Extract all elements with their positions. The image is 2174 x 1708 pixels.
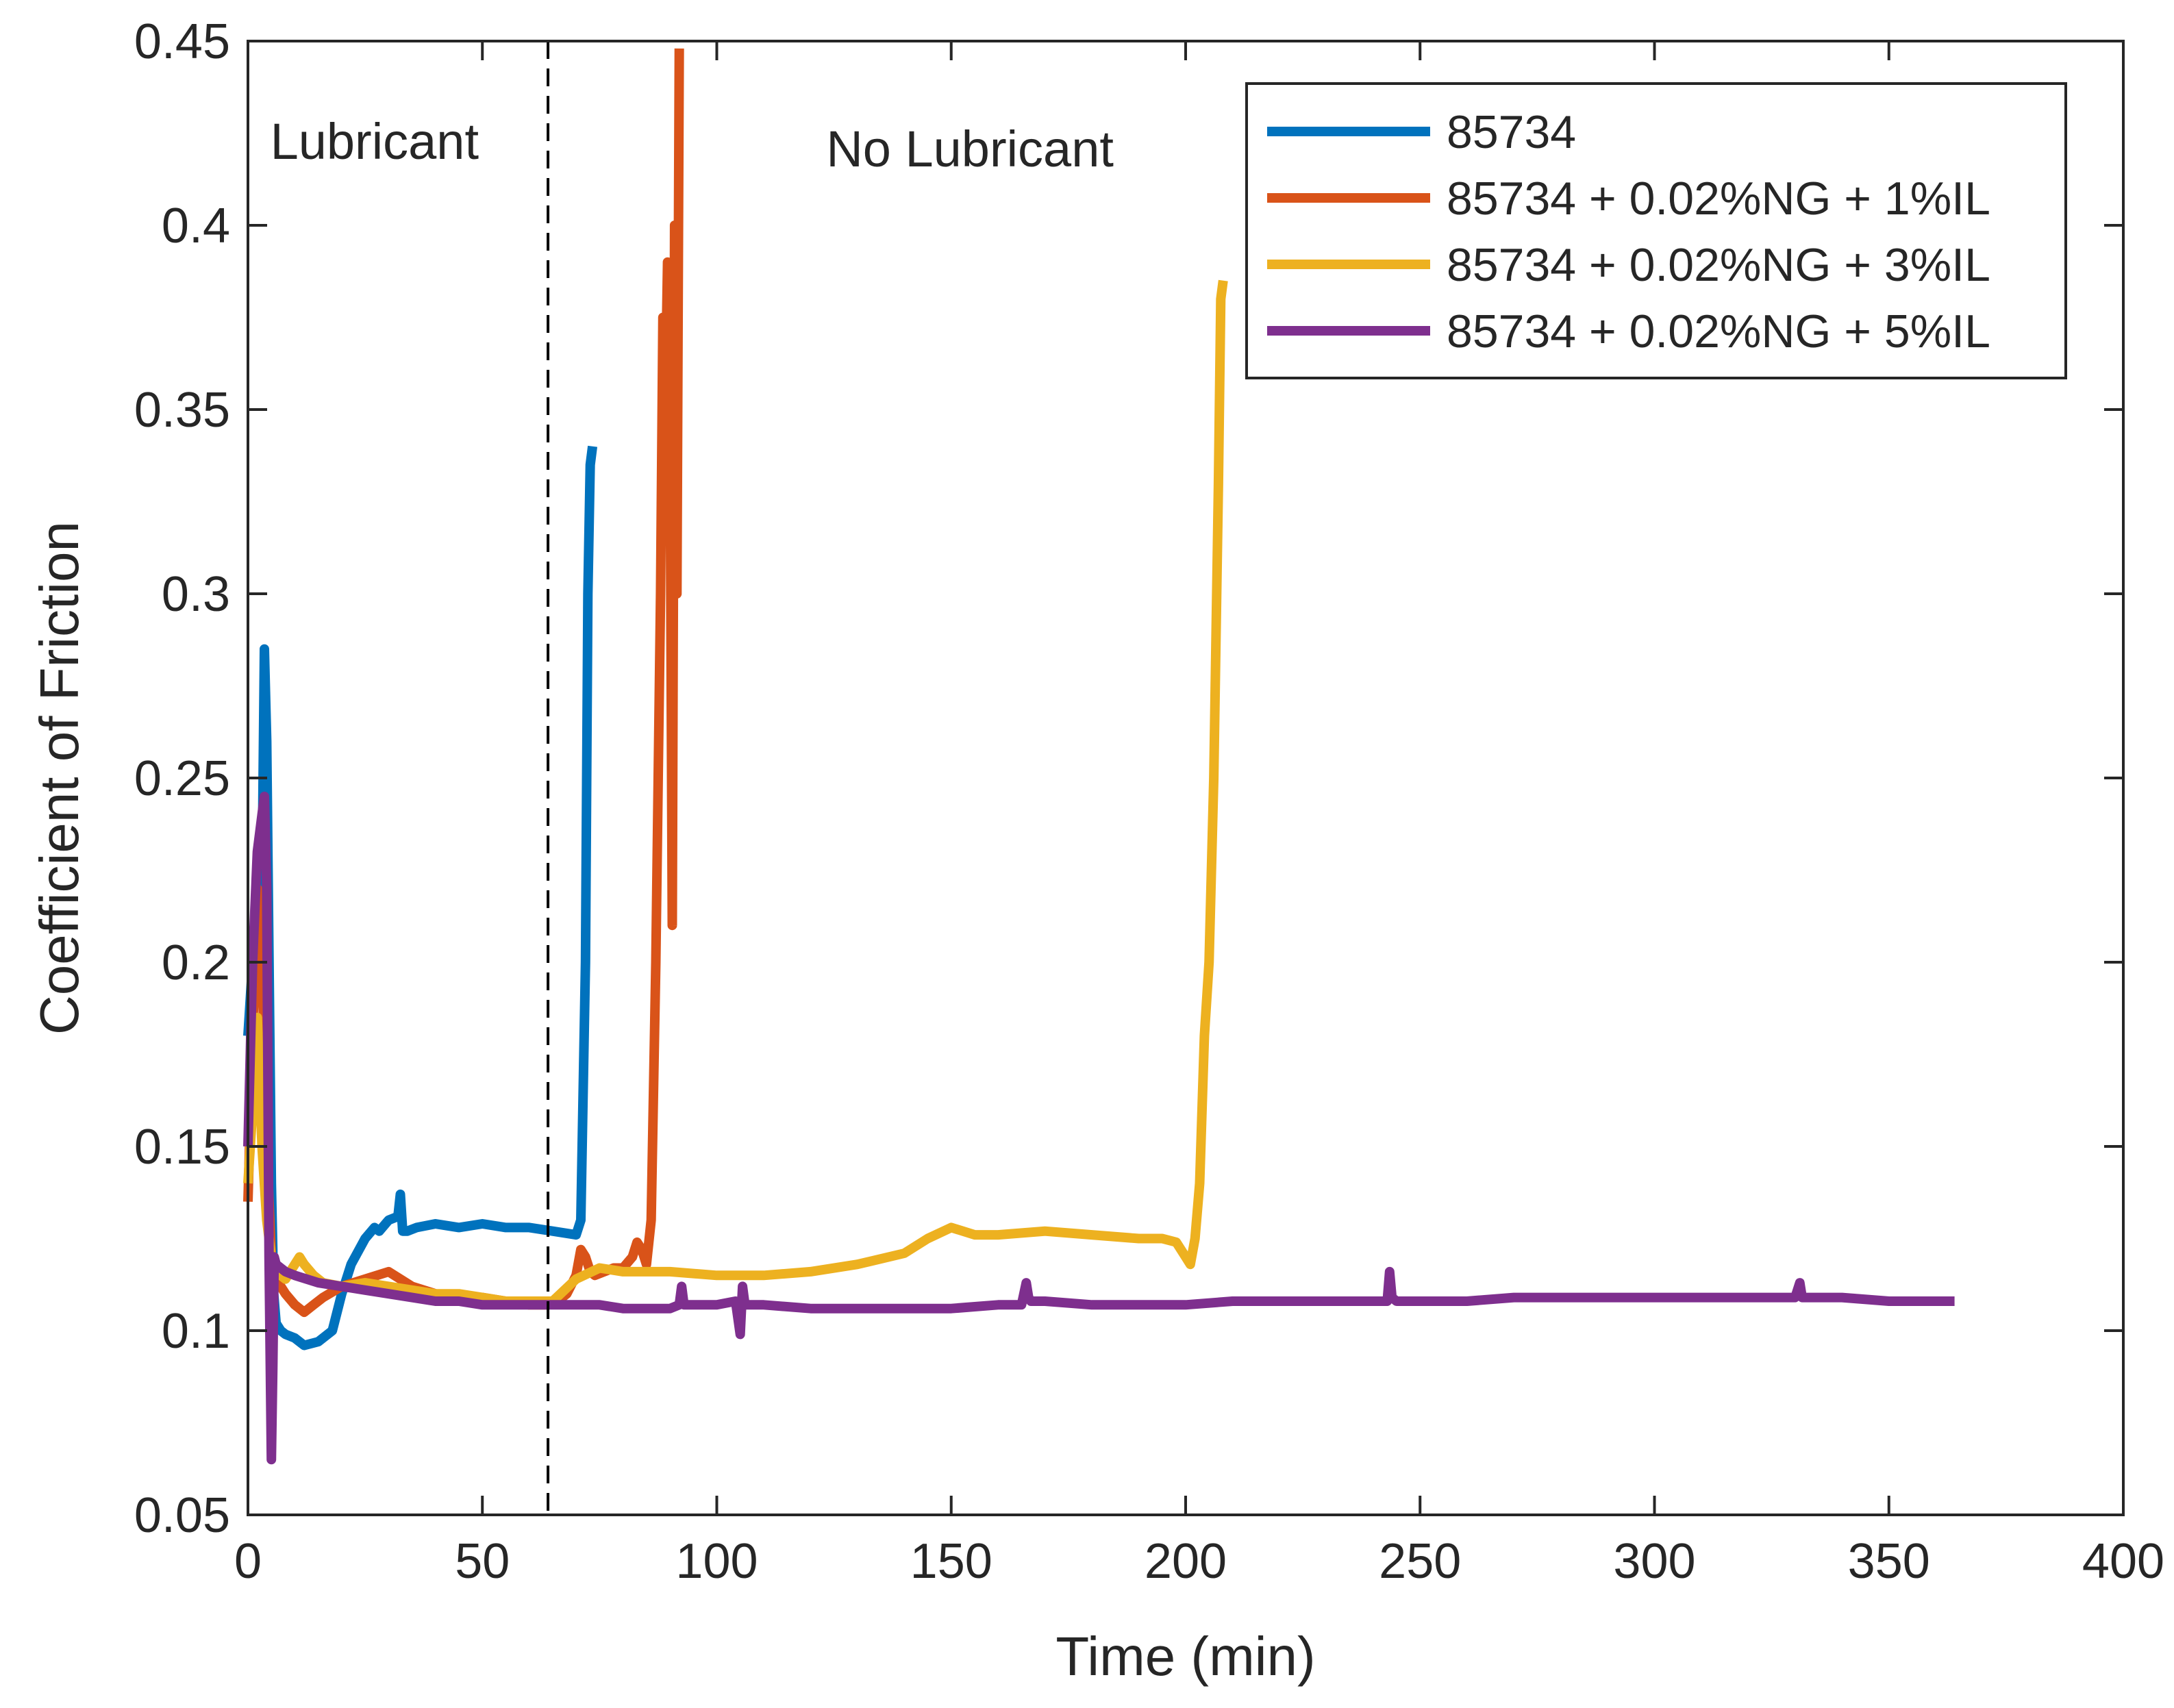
legend-label-1: 85734 xyxy=(1447,106,1576,158)
x-axis-title: Time (min) xyxy=(1055,1626,1315,1687)
x-tick-label: 250 xyxy=(1379,1534,1461,1589)
x-tick-label: 50 xyxy=(455,1534,510,1589)
x-tick-label: 150 xyxy=(910,1534,992,1589)
y-tick-label: 0.3 xyxy=(162,567,230,622)
y-tick-label: 0.15 xyxy=(134,1120,230,1175)
y-tick-label: 0.2 xyxy=(162,935,230,990)
annotation-label: Lubricant xyxy=(271,113,479,170)
legend-label-3: 85734 + 0.02%NG + 3%IL xyxy=(1447,239,1990,291)
legend-label-2: 85734 + 0.02%NG + 1%IL xyxy=(1447,173,1990,225)
series-line-3 xyxy=(243,279,1228,1306)
y-tick-label: 0.35 xyxy=(134,383,230,438)
x-tick-label: 350 xyxy=(1848,1534,1930,1589)
x-tick-label: 200 xyxy=(1145,1534,1227,1589)
y-tick-label: 0.1 xyxy=(162,1304,230,1359)
x-tick-label: 300 xyxy=(1613,1534,1695,1589)
x-tick-label: 100 xyxy=(675,1534,758,1589)
y-axis-title: Coefficient of Friction xyxy=(29,521,90,1035)
legend-label-4: 85734 + 0.02%NG + 5%IL xyxy=(1447,305,1990,357)
y-tick-label: 0.05 xyxy=(134,1488,230,1543)
annotation-label: No Lubricant xyxy=(826,121,1114,177)
y-tick-label: 0.25 xyxy=(134,751,230,806)
y-tick-label: 0.4 xyxy=(162,199,230,253)
series-line-4 xyxy=(243,791,1955,1465)
x-tick-label: 400 xyxy=(2082,1534,2164,1589)
x-tick-label: 0 xyxy=(234,1534,262,1589)
y-tick-label: 0.45 xyxy=(134,14,230,69)
